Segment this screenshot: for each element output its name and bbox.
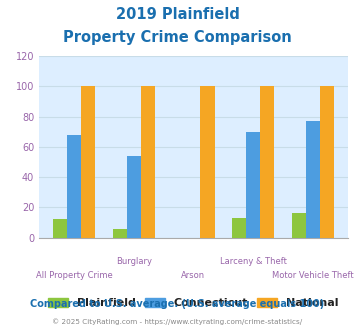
Bar [246, 132, 260, 238]
Bar [232, 218, 246, 238]
Bar [260, 86, 274, 238]
Bar [292, 214, 306, 238]
Text: Compared to U.S. average. (U.S. average equals 100): Compared to U.S. average. (U.S. average … [31, 299, 324, 309]
Text: Property Crime Comparison: Property Crime Comparison [63, 30, 292, 45]
Bar [113, 228, 127, 238]
Text: © 2025 CityRating.com - https://www.cityrating.com/crime-statistics/: © 2025 CityRating.com - https://www.city… [53, 318, 302, 325]
Text: Motor Vehicle Theft: Motor Vehicle Theft [272, 271, 354, 280]
Bar [141, 86, 155, 238]
Text: Larceny & Theft: Larceny & Theft [220, 257, 286, 266]
Bar [67, 135, 81, 238]
Bar [306, 121, 320, 238]
Text: 2019 Plainfield: 2019 Plainfield [116, 7, 239, 21]
Bar [320, 86, 334, 238]
Text: Arson: Arson [181, 271, 206, 280]
Bar [201, 86, 214, 238]
Bar [53, 219, 67, 238]
Text: Burglary: Burglary [116, 257, 152, 266]
Legend: Plainfield, Connecticut, National: Plainfield, Connecticut, National [48, 298, 339, 308]
Bar [127, 156, 141, 238]
Bar [81, 86, 95, 238]
Text: All Property Crime: All Property Crime [36, 271, 113, 280]
